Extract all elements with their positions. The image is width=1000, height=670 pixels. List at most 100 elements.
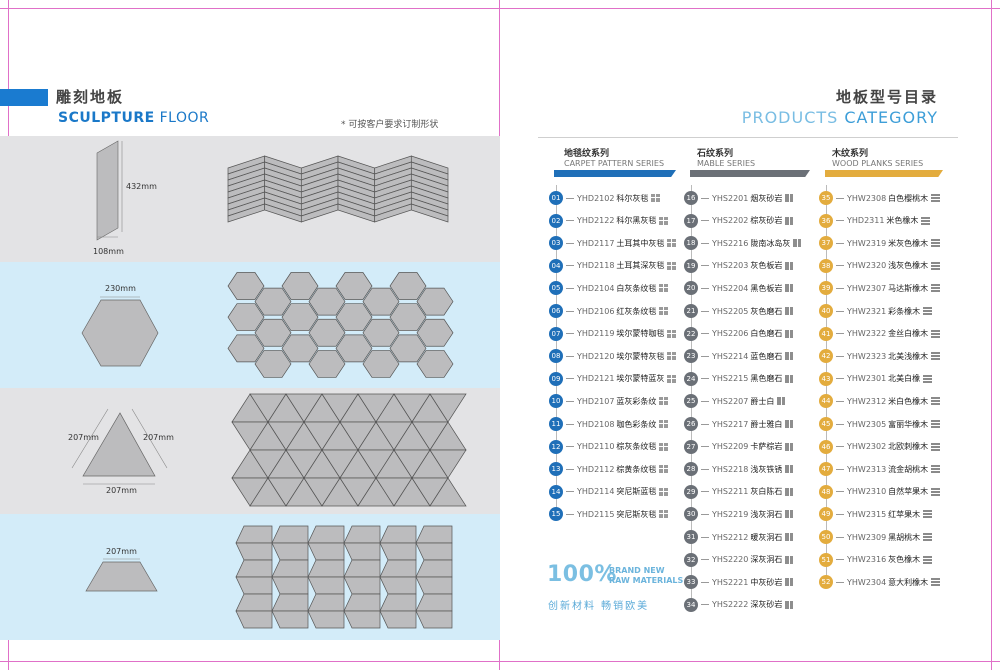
material-swatch-icon xyxy=(785,487,794,496)
trapezoid-tile xyxy=(235,576,273,595)
title-en-light: FLOOR xyxy=(154,110,210,126)
material-swatch-icon xyxy=(785,352,794,361)
item-dash xyxy=(701,220,709,222)
item-name: 深灰洞石 xyxy=(750,555,783,565)
item-dash xyxy=(836,378,844,380)
item-number-badge: 48 xyxy=(819,484,833,499)
item-name: 米白色橡木 xyxy=(888,396,929,406)
item-name: 灰色板岩 xyxy=(750,261,783,271)
material-swatch-icon xyxy=(785,216,794,225)
item-dash xyxy=(566,378,574,380)
item-number-badge: 33 xyxy=(684,575,698,590)
item-number-badge: 13 xyxy=(549,462,563,477)
item-dash xyxy=(701,355,709,357)
trapezoid-tile xyxy=(415,559,453,578)
item-dash xyxy=(836,287,844,289)
item-dash xyxy=(701,265,709,267)
trapezoid-pattern xyxy=(235,525,453,629)
item-name: 卡萨棕岩 xyxy=(750,442,783,452)
item-dash xyxy=(836,400,844,402)
brand-line-2: RAW MATERIALS xyxy=(609,576,684,585)
item-name: 红灰条纹毯 xyxy=(616,306,657,316)
trapezoid-tile xyxy=(343,610,381,629)
item-dash xyxy=(701,197,709,199)
item-name: 暖灰洞石 xyxy=(750,532,783,542)
trapezoid-tile xyxy=(379,525,417,544)
trapezoid-tile xyxy=(379,576,417,595)
item-code: YHW2313 xyxy=(847,464,887,474)
item-dash xyxy=(701,423,709,425)
hexagon-tile xyxy=(362,318,400,347)
item-number-badge: 30 xyxy=(684,507,698,522)
item-code: YHD2106 xyxy=(577,306,615,316)
triangle-pattern xyxy=(231,393,467,507)
item-dash xyxy=(701,536,709,538)
item-number-badge: 07 xyxy=(549,326,563,341)
item-name: 流金胡桃木 xyxy=(888,464,929,474)
hexagon-tile xyxy=(389,334,427,363)
item-number-badge: 37 xyxy=(819,236,833,251)
item-code: YHD2118 xyxy=(577,261,615,271)
dim-triangle-right: 207mm xyxy=(143,433,174,442)
material-swatch-icon xyxy=(923,510,933,519)
product-item: 42 YHW2323 北美浅橡木 xyxy=(819,349,941,364)
item-name: 棕灰砂岩 xyxy=(750,216,783,226)
material-swatch-icon xyxy=(785,578,794,587)
product-item: 33 YHS2221 中灰砂岩 xyxy=(684,575,794,590)
trapezoid-tile xyxy=(307,576,345,595)
catalog-title-en: PRODUCTS CATEGORY xyxy=(742,108,938,127)
material-swatch-icon xyxy=(785,284,794,293)
item-number-badge: 19 xyxy=(684,258,698,273)
item-dash xyxy=(836,355,844,357)
trapezoid-tile xyxy=(235,542,273,561)
item-code: YHD2104 xyxy=(577,283,615,293)
item-code: YHW2319 xyxy=(847,238,887,248)
material-swatch-icon xyxy=(931,329,941,338)
item-number-badge: 42 xyxy=(819,349,833,364)
item-dash xyxy=(701,333,709,335)
item-dash xyxy=(836,220,844,222)
trapezoid-tile xyxy=(235,610,273,629)
item-dash xyxy=(566,491,574,493)
right-page: 地板型号目录 PRODUCTS CATEGORY 地毯纹系列 CARPET PA… xyxy=(500,0,1000,670)
item-code: YHS2222 xyxy=(712,600,749,610)
item-code: YHD2114 xyxy=(577,487,615,497)
material-swatch-icon xyxy=(931,578,941,587)
item-number-badge: 17 xyxy=(684,213,698,228)
product-item: 26 YHS2217 爵士雅白 xyxy=(684,417,794,431)
material-swatch-icon xyxy=(785,194,794,202)
item-dash xyxy=(566,446,574,448)
product-item: 10 YHD2107 蓝灰彩条纹 xyxy=(549,394,669,409)
hexagon-tile xyxy=(308,287,346,316)
series-bar-stone xyxy=(690,170,810,177)
material-swatch-icon xyxy=(931,352,941,361)
item-name: 浅灰色橡木 xyxy=(888,261,929,271)
item-code: YHW2305 xyxy=(847,419,887,429)
item-dash xyxy=(701,310,709,312)
item-code: YHW2321 xyxy=(847,306,887,316)
item-code: YHD2311 xyxy=(847,216,885,226)
parallelogram-illustration xyxy=(96,140,449,241)
item-dash xyxy=(566,400,574,402)
item-number-badge: 45 xyxy=(819,417,833,431)
item-name: 土耳其中灰毯 xyxy=(616,238,665,248)
item-code: YHS2201 xyxy=(712,193,749,203)
hexagon-tile xyxy=(416,287,454,316)
material-swatch-icon xyxy=(667,374,677,383)
item-number-badge: 16 xyxy=(684,191,698,205)
product-item: 30 YHS2219 浅灰洞石 xyxy=(684,507,794,522)
item-number-badge: 31 xyxy=(684,530,698,544)
trapezoid-tile xyxy=(343,593,381,612)
material-swatch-icon xyxy=(785,307,794,315)
item-number-badge: 08 xyxy=(549,349,563,364)
product-item: 02 YHD2122 科尔黑灰毯 xyxy=(549,213,669,228)
trapezoid-tile xyxy=(379,559,417,578)
item-number-badge: 34 xyxy=(684,597,698,612)
item-code: YHS2218 xyxy=(712,464,749,474)
item-number-badge: 28 xyxy=(684,462,698,477)
item-number-badge: 24 xyxy=(684,371,698,386)
material-swatch-icon xyxy=(921,216,931,225)
trapezoid-tile xyxy=(235,525,273,544)
item-code: YHD2122 xyxy=(577,216,615,226)
item-number-badge: 40 xyxy=(819,304,833,318)
